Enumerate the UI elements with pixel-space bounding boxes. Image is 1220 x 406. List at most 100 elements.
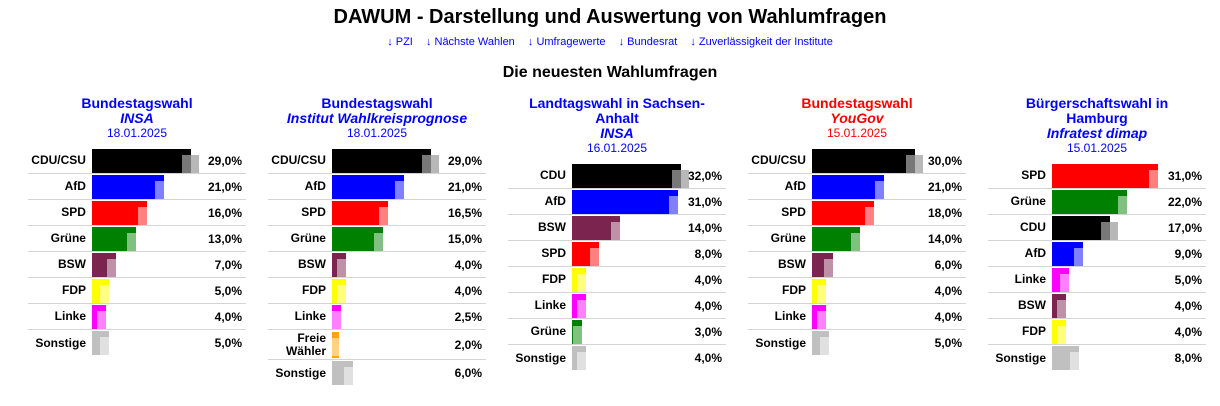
poll-card[interactable]: Bürgerschaftswahl in Hamburg Infratest dim… — [988, 96, 1206, 371]
result-row: CDU 17,0% — [988, 215, 1206, 241]
nav-link-label: Bundesrat — [627, 36, 678, 48]
nav-link-label: PZI — [395, 36, 413, 48]
nav-link-umfragewerte[interactable]: ↓ Umfragewerte — [528, 36, 606, 48]
result-bar — [1051, 215, 1110, 240]
previous-value-marker — [1100, 221, 1118, 240]
party-label: Grüne — [290, 231, 326, 245]
bar-cell — [1052, 319, 1168, 344]
poll-card[interactable]: Bundestagswahl YouGov 15.01.2025 CDU/CSU 30,… — [748, 96, 966, 356]
result-value: 7,0% — [214, 257, 242, 272]
result-value: 2,5% — [454, 309, 482, 324]
nav-link-pzi[interactable]: ↓ PZI — [387, 36, 413, 48]
result-value: 16,5% — [447, 205, 482, 220]
bar-cell — [811, 226, 928, 251]
result-value: 29,0% — [447, 153, 482, 168]
party-label: SPD — [301, 205, 326, 219]
bar-cell — [92, 331, 208, 355]
bar-cell — [571, 163, 689, 188]
previous-value-marker — [344, 367, 361, 385]
poll-header[interactable]: Bundestagswahl INSA 18.01.2025 — [28, 96, 246, 141]
result-value: 21,0% — [447, 179, 482, 194]
result-row: Linke 4,0% — [28, 304, 246, 330]
result-row: CDU/CSU 29,0% — [268, 148, 486, 174]
previous-value-marker — [100, 284, 117, 303]
previous-value-marker — [181, 154, 199, 173]
nav-link-label: Zuverlässigkeit der Institute — [698, 36, 833, 48]
result-value: 4,0% — [214, 309, 242, 324]
previous-value-marker — [154, 180, 172, 199]
poll-header[interactable]: Bundestagswahl Institut Wahlkreisprognose… — [268, 95, 486, 141]
poll-header[interactable]: Landtagswahl in Sachsen- Anhalt INSA 16.01.… — [508, 96, 726, 156]
bar-cell — [332, 304, 448, 329]
election-name: Bundestagswahl — [321, 95, 433, 111]
nav-link-naechste-wahlen[interactable]: ↓ Nächste Wahlen — [426, 36, 515, 48]
bar-cell — [811, 174, 928, 199]
bar-cell — [91, 174, 208, 199]
poll-header[interactable]: Bürgerschaftswahl in Hamburg Infratest dim… — [988, 96, 1206, 156]
nav-link-bundesrat[interactable]: ↓ Bundesrat — [619, 36, 678, 48]
result-bar — [811, 200, 874, 225]
bar-cell — [332, 331, 448, 358]
bar-cell — [332, 278, 448, 303]
bar-cell — [572, 241, 688, 266]
party-label: Linke — [534, 298, 566, 312]
bar-cell — [331, 148, 448, 173]
previous-value-marker — [337, 284, 354, 303]
party-label: CDU — [1019, 220, 1046, 234]
result-value: 32,0% — [687, 168, 722, 183]
result-value: 4,0% — [454, 283, 482, 298]
previous-value-marker — [874, 180, 892, 199]
result-value: 4,0% — [1174, 324, 1202, 339]
bar-cell — [91, 148, 208, 173]
previous-value-marker — [577, 299, 594, 318]
result-value: 4,0% — [934, 283, 962, 298]
bar-cell — [91, 226, 208, 251]
result-value: 15,0% — [447, 231, 482, 246]
result-bar — [1051, 189, 1127, 214]
result-row: AfD 9,0% — [988, 241, 1206, 267]
result-value: 5,0% — [214, 283, 242, 298]
party-label: Grüne — [50, 231, 86, 245]
bar-cell — [92, 304, 208, 329]
result-row: Sonstige 8,0% — [988, 345, 1206, 371]
result-bar — [331, 200, 388, 225]
arrow-down-icon: ↓ — [425, 36, 432, 48]
poll-header[interactable]: Bundestagswahl YouGov 15.01.2025 — [748, 96, 966, 141]
result-value: 9,0% — [1174, 246, 1202, 261]
nav-link-zuverlaessigkeit[interactable]: ↓ Zuverlässigkeit der Institute — [690, 36, 832, 48]
party-label: AfD — [784, 179, 806, 193]
result-row: AfD 31,0% — [508, 189, 726, 215]
result-value: 17,0% — [1167, 220, 1202, 235]
party-label: CDU — [539, 168, 566, 182]
result-bar — [1051, 163, 1158, 188]
poll-date: 15.01.2025 — [1066, 141, 1128, 155]
anchor-nav: ↓ PZI ↓ Nächste Wahlen ↓ Umfragewerte ↓ … — [0, 36, 1220, 48]
party-label: Linke — [774, 309, 806, 323]
previous-value-marker — [1057, 299, 1074, 318]
bar-cell — [811, 200, 928, 225]
party-label: BSW — [778, 257, 806, 271]
party-label: Linke — [294, 309, 326, 323]
result-row: FDP 4,0% — [988, 319, 1206, 345]
result-bar — [331, 148, 431, 173]
poll-card[interactable]: Bundestagswahl INSA 18.01.2025 CDU/CSU 29,0%… — [28, 96, 246, 356]
poll-card[interactable]: Bundestagswahl Institut Wahlkreisprognose… — [268, 96, 486, 386]
bar-cell — [92, 278, 208, 303]
result-value: 4,0% — [1174, 298, 1202, 313]
result-bar — [811, 148, 915, 173]
previous-value-marker — [332, 337, 349, 356]
bar-cell — [331, 226, 448, 251]
party-label: SPD — [781, 205, 806, 219]
bar-cell — [1051, 163, 1168, 188]
page-title: DAWUM - Darstellung und Auswertung von W… — [333, 6, 887, 28]
party-label: AfD — [64, 179, 86, 193]
institute-name: INSA — [120, 110, 154, 126]
poll-card[interactable]: Landtagswahl in Sachsen- Anhalt INSA 16.01.… — [508, 96, 726, 371]
party-label: Freie Wähler — [268, 331, 332, 358]
previous-value-marker — [1074, 247, 1091, 266]
result-bar — [571, 163, 681, 188]
party-label: BSW — [58, 257, 86, 271]
previous-value-marker — [671, 169, 689, 188]
previous-value-marker — [820, 337, 837, 355]
previous-value-marker — [1057, 325, 1074, 344]
